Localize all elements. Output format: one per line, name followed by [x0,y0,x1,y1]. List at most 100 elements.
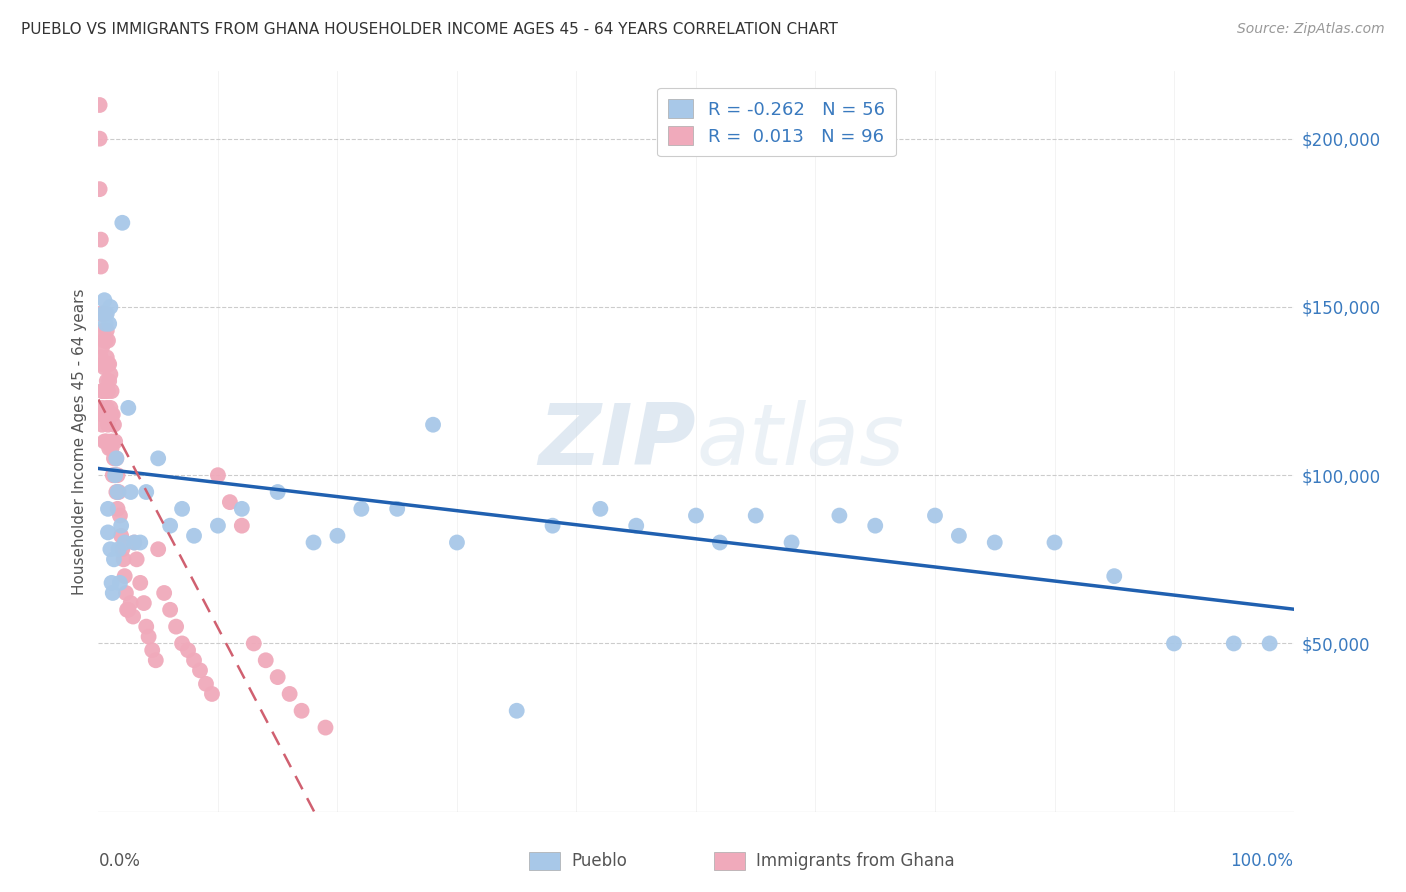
Point [148,542,170,557]
Point [828,508,851,523]
Point [219,495,242,509]
Text: Source: ZipAtlas.com: Source: ZipAtlas.com [1237,22,1385,37]
Point [138,630,160,644]
Point [302,535,325,549]
Point [91,307,114,321]
Point [207,468,229,483]
Text: Pueblo: Pueblo [571,852,627,870]
Point [105,451,128,466]
Point [326,529,349,543]
Point [91,357,114,371]
Point [105,451,128,466]
Point [924,508,946,523]
Point [446,535,468,549]
Point [97,417,120,432]
Point [107,485,129,500]
Point [254,653,277,667]
Point [1163,636,1185,650]
Point [97,357,120,371]
Text: atlas: atlas [696,400,904,483]
Point [90,307,112,321]
Point [124,535,146,549]
Point [94,434,117,449]
Point [91,417,114,432]
Point [745,508,768,523]
Point [93,307,115,321]
Point [96,374,118,388]
Point [100,442,122,456]
Point [104,434,127,449]
Point [97,501,120,516]
Point [165,619,187,633]
Point [93,334,115,348]
Point [114,569,136,583]
Point [111,216,134,230]
Point [103,552,125,566]
Point [93,360,115,375]
Point [100,575,122,590]
Point [112,552,135,566]
Point [98,442,121,456]
Point [91,307,114,321]
Point [100,408,122,422]
Point [243,636,266,650]
Text: 0.0%: 0.0% [98,853,141,871]
Point [94,334,117,348]
Point [148,451,170,466]
Point [96,434,118,449]
Point [541,518,564,533]
Point [98,374,121,388]
Point [129,575,152,590]
Point [98,542,122,557]
Point [91,340,114,354]
Point [117,603,139,617]
Point [101,586,124,600]
Point [188,664,211,678]
Point [315,721,337,735]
Point [98,317,121,331]
Point [267,670,290,684]
Point [108,575,131,590]
Point [865,518,887,533]
Text: 100.0%: 100.0% [1230,853,1294,871]
Point [91,384,114,398]
Point [94,357,117,371]
Point [110,518,132,533]
Point [96,351,118,365]
Point [125,552,148,566]
Point [626,518,648,533]
Point [107,468,129,483]
Point [135,619,157,633]
Point [94,317,117,331]
Point [145,653,167,667]
Point [98,368,122,382]
Point [107,542,129,557]
Point [103,417,125,432]
Point [91,408,114,422]
Point [101,408,124,422]
Point [98,401,122,415]
Point [90,351,112,365]
Point [589,501,612,516]
Point [120,596,142,610]
Point [110,529,132,543]
Point [90,260,112,274]
Point [172,501,194,516]
Point [159,603,181,617]
Point [94,384,117,398]
Point [103,451,125,466]
Point [90,233,112,247]
Point [709,535,731,549]
Point [291,704,314,718]
Point [94,307,117,321]
Point [350,501,373,516]
Point [115,586,138,600]
Point [96,324,118,338]
Point [89,98,111,112]
Point [984,535,1007,549]
Point [98,434,122,449]
Point [91,307,114,321]
Point [267,485,290,500]
Point [385,501,409,516]
Point [159,518,181,533]
